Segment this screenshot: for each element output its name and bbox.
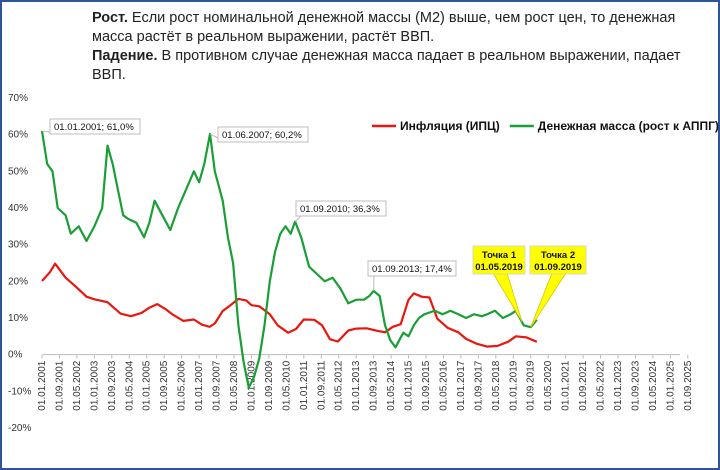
point-box bbox=[529, 245, 587, 275]
growth-text: Если рост номинальной денежной массы (М2… bbox=[92, 10, 676, 45]
x-tick-label: 01.01.2005 bbox=[142, 360, 153, 410]
y-tick-label: 60% bbox=[8, 130, 28, 141]
x-tick-label: 01.05.2010 bbox=[281, 360, 292, 410]
x-tick-label: 01.05.2020 bbox=[543, 360, 554, 410]
inflation-series-line bbox=[41, 262, 538, 348]
x-tick-label: 01.09.2015 bbox=[421, 360, 432, 410]
y-tick-label: 20% bbox=[8, 276, 28, 287]
x-tick-label: 01.01.2021 bbox=[561, 360, 572, 410]
x-tick-label: 01.01.2001 bbox=[37, 360, 48, 410]
point-date: 01.09.2019 bbox=[534, 262, 582, 273]
y-tick-label: 0% bbox=[8, 350, 23, 361]
x-tick-label: 01.01.2023 bbox=[613, 360, 624, 410]
x-tick-label: 01.01.2015 bbox=[404, 360, 415, 410]
x-tick-label: 01.05.2016 bbox=[438, 360, 449, 410]
x-tick-label: 01.05.2012 bbox=[334, 360, 345, 410]
x-tick-label: 01.01.2013 bbox=[351, 360, 362, 410]
annotation-box bbox=[217, 126, 309, 143]
x-tick-label: 01.09.2009 bbox=[264, 360, 275, 410]
point-label: Точка 2 bbox=[541, 250, 575, 261]
x-tick-label: 01.09.2001 bbox=[54, 360, 65, 410]
annotation-label: 01.06.2007; 60,2% bbox=[222, 130, 302, 141]
x-tick-label: 01.01.2007 bbox=[194, 360, 205, 410]
y-tick-label: -20% bbox=[8, 423, 31, 434]
x-tick-label: 01.05.2014 bbox=[386, 360, 397, 410]
growth-label: Рост. bbox=[92, 10, 128, 26]
decline-text: В противном случае денежная масса падает… bbox=[92, 48, 681, 83]
x-tick-label: 01.01.2009 bbox=[246, 360, 257, 410]
x-tick-label: 01.01.2003 bbox=[89, 360, 100, 410]
x-tick-label: 01.09.2011 bbox=[316, 360, 327, 410]
x-tick-label: 01.01.2025 bbox=[665, 360, 676, 410]
annotation-box bbox=[367, 260, 457, 277]
legend-entry: Инфляция (ИПЦ) bbox=[400, 119, 500, 133]
x-tick-label: 01.05.2022 bbox=[596, 360, 607, 410]
x-tick-label: 01.09.2021 bbox=[578, 360, 589, 410]
point-box bbox=[472, 245, 526, 275]
money-supply-series-line bbox=[40, 130, 538, 389]
decline-label: Падение. bbox=[92, 48, 158, 64]
x-tick-label: 01.09.2003 bbox=[107, 360, 118, 410]
x-tick-label: 01.09.2019 bbox=[526, 360, 537, 410]
annotation-box bbox=[295, 200, 387, 217]
x-tick-label: 01.09.2023 bbox=[630, 360, 641, 410]
x-tick-label: 01.01.2019 bbox=[508, 360, 519, 410]
y-tick-label: 70% bbox=[8, 93, 28, 104]
x-tick-label: 01.05.2024 bbox=[648, 360, 659, 410]
header-growth: Рост. Если рост номинальной денежной мас… bbox=[92, 9, 692, 47]
y-tick-label: 10% bbox=[8, 313, 28, 324]
y-tick-label: 30% bbox=[8, 240, 28, 251]
annotation-label: 01.09.2013; 17,4% bbox=[372, 264, 452, 275]
annotation-box bbox=[49, 118, 141, 135]
legend-entry: Денежная масса (рост к АППГ) bbox=[538, 119, 719, 133]
x-tick-label: 01.09.2007 bbox=[212, 360, 223, 410]
x-tick-label: 01.09.2013 bbox=[369, 360, 380, 410]
x-tick-label: 01.05.2008 bbox=[229, 360, 240, 410]
x-tick-label: 01.05.2006 bbox=[177, 360, 188, 410]
x-tick-label: 01.09.2025 bbox=[683, 360, 694, 410]
header-decline: Падение. В противном случае денежная мас… bbox=[92, 47, 692, 85]
point-pointer bbox=[530, 272, 567, 328]
x-tick-label: 01.05.2004 bbox=[124, 360, 135, 410]
x-tick-label: 01.01.2017 bbox=[456, 360, 467, 410]
point-date: 01.05.2019 bbox=[475, 262, 523, 273]
x-tick-label: 01.05.2018 bbox=[491, 360, 502, 410]
annotation-label: 01.09.2010; 36,3% bbox=[300, 204, 380, 215]
point-label: Точка 1 bbox=[482, 250, 517, 261]
y-tick-label: -10% bbox=[8, 386, 31, 397]
header-text: Рост. Если рост номинальной денежной мас… bbox=[92, 9, 692, 85]
annotation-label: 01.01.2001; 61,0% bbox=[54, 122, 134, 133]
y-tick-label: 40% bbox=[8, 203, 28, 214]
x-tick-label: 01.05.2002 bbox=[72, 360, 83, 410]
y-tick-label: 50% bbox=[8, 166, 28, 177]
x-tick-label: 01.09.2005 bbox=[159, 360, 170, 410]
x-tick-label: 01.01.2011 bbox=[299, 360, 310, 410]
x-tick-label: 01.09.2017 bbox=[473, 360, 484, 410]
